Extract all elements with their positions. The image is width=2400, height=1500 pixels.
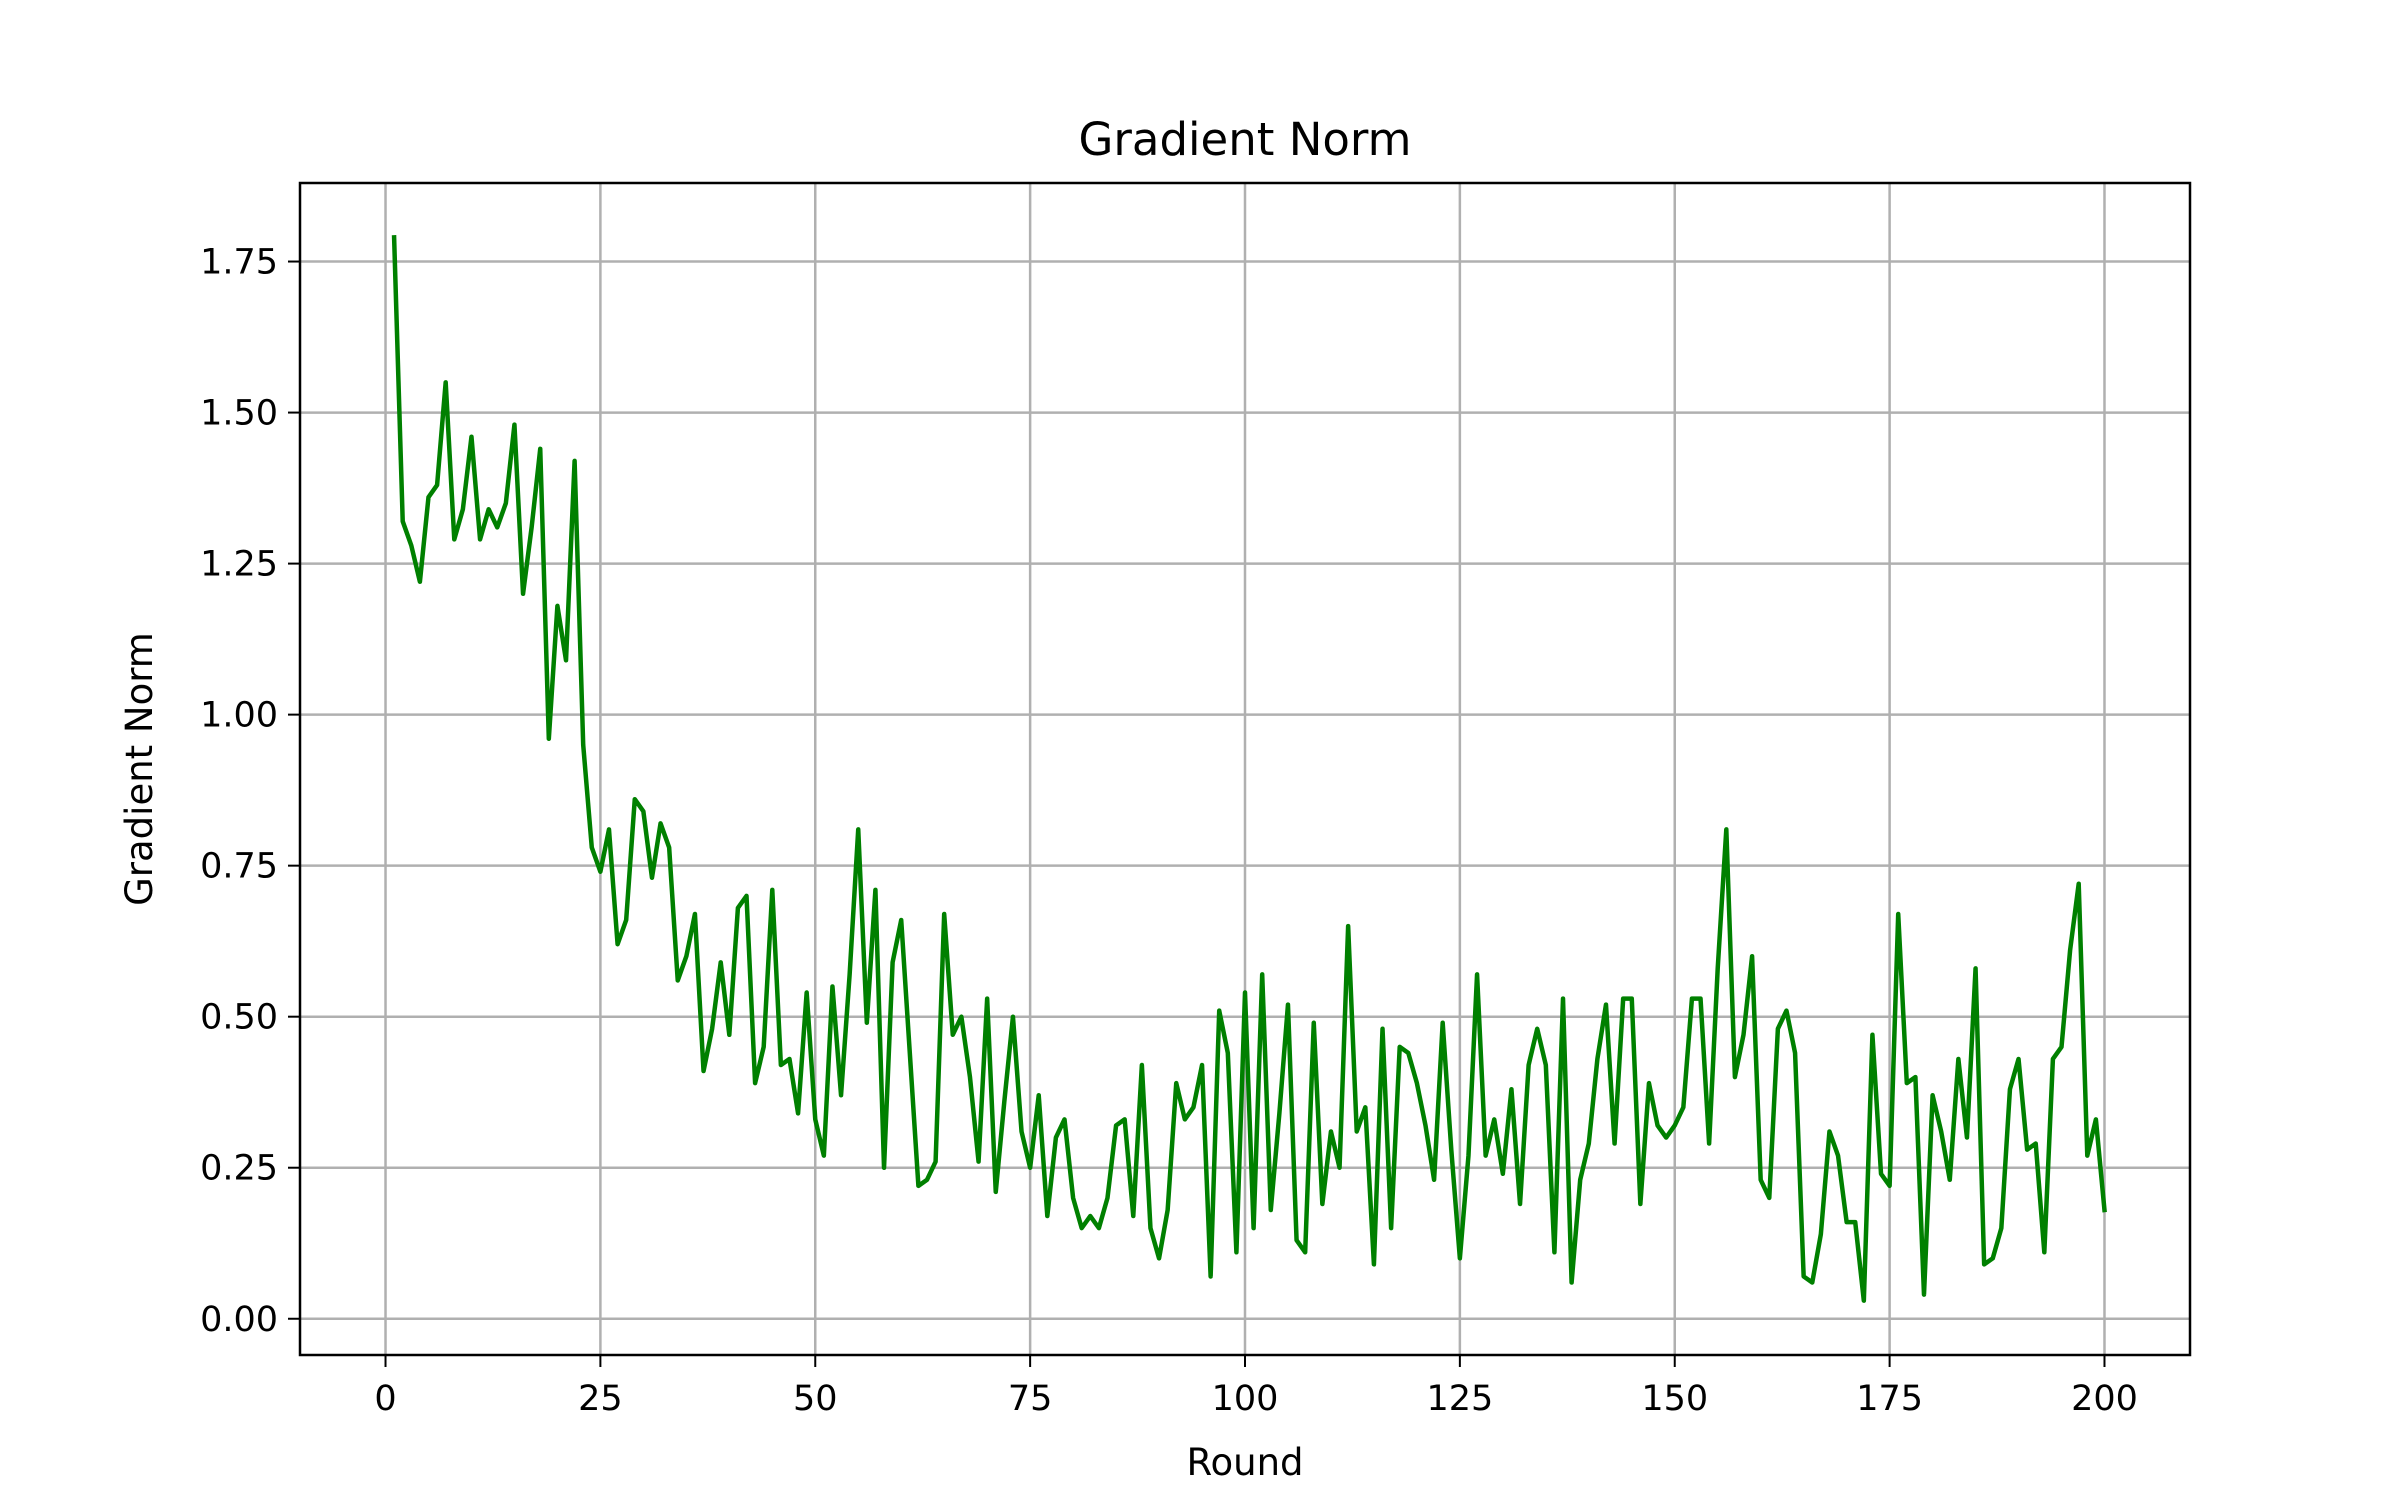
x-tick-label: 100	[1212, 1379, 1279, 1419]
series-layer	[391, 235, 2107, 1303]
gradient-norm-series-line	[391, 235, 2107, 1303]
y-tick-label: 1.25	[200, 545, 278, 585]
x-tick-label: 200	[2071, 1379, 2138, 1419]
chart-title: Gradient Norm	[1079, 113, 1412, 166]
y-tick-label: 0.75	[200, 847, 278, 887]
x-tick-label: 175	[1856, 1379, 1923, 1419]
axis-ticks: 0 25 50 75 100 125 150 175 200 0.00 0.25 0.50 0.75 1.…	[200, 243, 2138, 1419]
y-tick-label: 1.50	[200, 394, 278, 434]
y-tick-label: 0.00	[200, 1300, 278, 1340]
x-tick-label: 25	[578, 1379, 623, 1419]
y-tick-label: 1.75	[200, 243, 278, 283]
x-tick-label: 75	[1008, 1379, 1053, 1419]
x-tick-label: 150	[1641, 1379, 1708, 1419]
grid	[300, 183, 2190, 1355]
y-axis-label: Gradient Norm	[118, 632, 161, 906]
y-tick-label: 0.50	[200, 998, 278, 1038]
x-axis-label: Round	[1186, 1441, 1303, 1484]
x-tick-label: 125	[1426, 1379, 1493, 1419]
y-tick-label: 0.25	[200, 1149, 278, 1189]
y-tick-label: 1.00	[200, 696, 278, 736]
x-tick-label: 50	[793, 1379, 838, 1419]
x-tick-label: 0	[374, 1379, 396, 1419]
